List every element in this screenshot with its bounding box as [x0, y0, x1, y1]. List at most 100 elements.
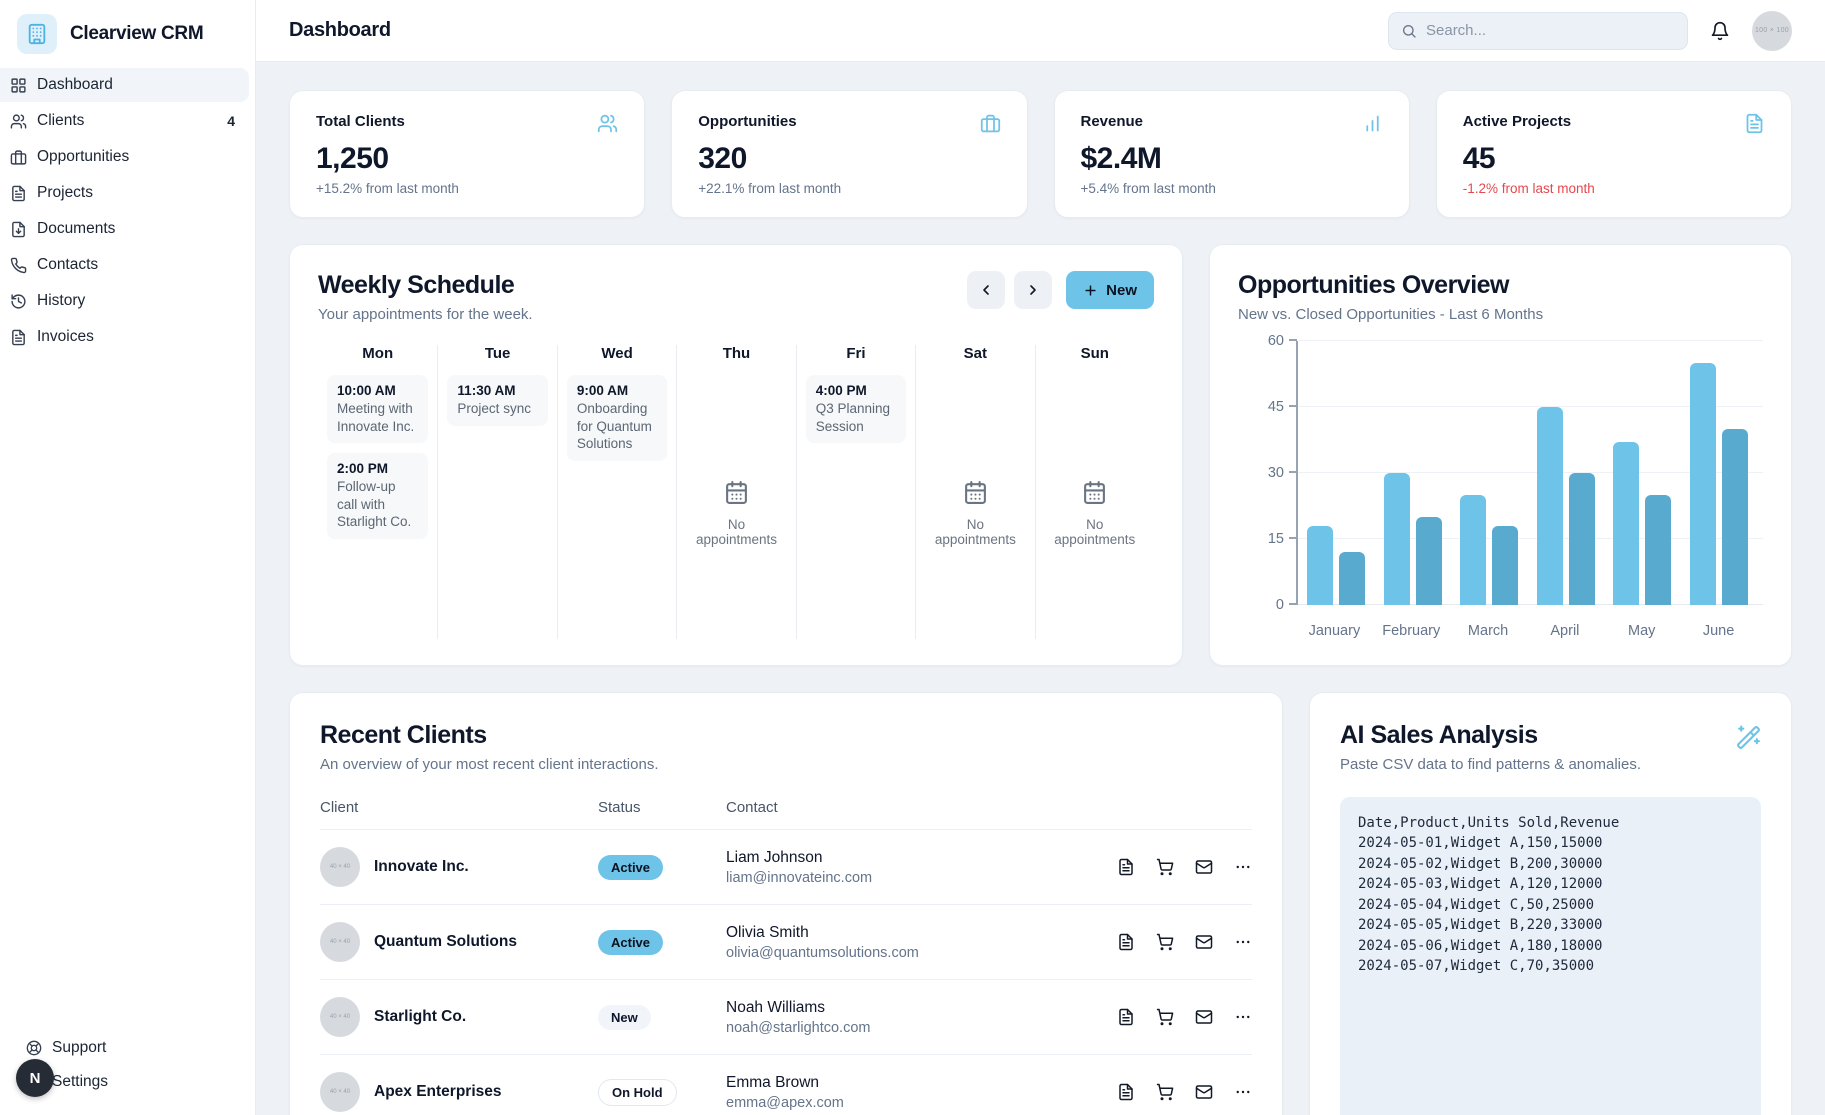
status-cell: Active [598, 929, 726, 955]
sidebar-item-support[interactable]: Support [0, 1031, 245, 1065]
topbar: Dashboard 100 × 100 [256, 0, 1825, 62]
sidebar-item-invoices[interactable]: Invoices [0, 320, 249, 354]
sidebar-item-clients[interactable]: Clients 4 [0, 104, 249, 138]
x-axis-label: April [1550, 623, 1580, 639]
mail-action-icon-button[interactable] [1195, 1083, 1213, 1101]
more-actions-icon [1234, 933, 1252, 951]
search-input[interactable] [1426, 22, 1675, 39]
cart-action-icon [1156, 858, 1174, 876]
appointment[interactable]: 2:00 PM Follow-up call with Starlight Co… [327, 453, 429, 539]
column-header-client: Client [320, 799, 359, 816]
sidebar-item-opportunities[interactable]: Opportunities [0, 140, 249, 174]
contact-cell: Noah Williams noah@starlightco.com [726, 999, 1082, 1036]
file-text-icon [10, 185, 27, 202]
cart-action-icon-button[interactable] [1156, 933, 1174, 951]
table-row[interactable]: 40 × 40 Innovate Inc. Active Liam Johnso… [320, 830, 1252, 905]
more-actions-icon-button[interactable] [1234, 1008, 1252, 1026]
gridline [1298, 538, 1763, 539]
contact-name: Liam Johnson [726, 848, 823, 866]
week-grid: Mon 10:00 AM Meeting with Innovate Inc. … [318, 345, 1154, 639]
prev-week-button[interactable] [967, 271, 1006, 309]
schedule-day-tue: Tue 11:30 AM Project sync [437, 345, 556, 639]
contact-name: Noah Williams [726, 998, 826, 1016]
more-actions-icon-button[interactable] [1234, 933, 1252, 951]
appointment-title: Project sync [457, 401, 531, 416]
users-icon [10, 113, 27, 130]
document-action-icon-button[interactable] [1117, 933, 1135, 951]
x-axis-label: June [1702, 623, 1735, 639]
page-title: Dashboard [289, 19, 391, 41]
user-avatar[interactable]: 100 × 100 [1752, 10, 1792, 51]
appointment[interactable]: 9:00 AM Onboarding for Quantum Solutions [566, 375, 668, 461]
table-row[interactable]: 40 × 40 Quantum Solutions Active Olivia … [320, 905, 1252, 980]
notifications-button[interactable] [1710, 21, 1730, 41]
stat-change: +5.4% from last month [1080, 181, 1216, 196]
mail-action-icon-button[interactable] [1195, 933, 1213, 951]
new-button-label: New [1106, 281, 1137, 299]
appointment-time: 11:30 AM [457, 383, 516, 398]
cart-action-icon [1156, 1083, 1174, 1101]
plus-icon [1083, 283, 1098, 298]
appointment[interactable]: 10:00 AM Meeting with Innovate Inc. [327, 375, 429, 444]
appointment-time: 9:00 AM [576, 383, 629, 398]
appointment[interactable]: 4:00 PM Q3 Planning Session [805, 375, 907, 444]
document-action-icon-button[interactable] [1117, 1008, 1135, 1026]
chart-title: Opportunities Overview [1238, 271, 1510, 299]
document-action-icon-button[interactable] [1117, 1083, 1135, 1101]
topbar-actions: 100 × 100 [1388, 10, 1792, 51]
ai-panel-header: AI Sales Analysis Paste CSV data to find… [1340, 721, 1761, 773]
stat-card-active-projects: Active Projects 45 -1.2% from last month [1435, 90, 1792, 218]
stat-label: Total Clients [316, 113, 405, 130]
more-actions-icon [1234, 858, 1252, 876]
sidebar: Clearview CRM Dashboard Clients 4 Opport… [0, 0, 256, 1115]
cart-action-icon-button[interactable] [1156, 1008, 1174, 1026]
sidebar-item-badge: 4 [227, 113, 235, 129]
csv-input[interactable]: Date,Product,Units Sold,Revenue 2024-05-… [1340, 797, 1761, 1115]
no-appointments: No appointments [686, 480, 786, 547]
bar-closed-january [1339, 552, 1366, 605]
y-axis-label: 60 [1267, 333, 1284, 349]
y-axis-tick [1289, 405, 1297, 407]
mail-action-icon-button[interactable] [1195, 1008, 1213, 1026]
x-axis-label: February [1382, 623, 1441, 639]
table-row[interactable]: 40 × 40 Apex Enterprises On Hold Emma Br… [320, 1055, 1252, 1115]
cart-action-icon-button[interactable] [1156, 1083, 1174, 1101]
new-appointment-button[interactable]: New [1066, 271, 1154, 309]
bar-new-may [1613, 442, 1640, 605]
file-down-icon [10, 221, 27, 238]
sidebar-item-documents[interactable]: Documents [0, 212, 249, 246]
briefcase-icon [980, 113, 1001, 134]
status-badge: Active [598, 854, 664, 880]
document-action-icon [1117, 1008, 1135, 1026]
row-actions [1082, 933, 1252, 951]
sidebar-item-contacts[interactable]: Contacts [0, 248, 249, 282]
sidebar-item-label: Projects [37, 184, 93, 201]
profile-avatar-overlay[interactable]: N [16, 1059, 54, 1097]
sidebar-item-dashboard[interactable]: Dashboard [0, 68, 249, 102]
more-actions-icon-button[interactable] [1234, 858, 1252, 876]
no-appointments-label: No appointments [934, 517, 1016, 547]
cart-action-icon-button[interactable] [1156, 858, 1174, 876]
main-area: Dashboard 100 × 100 Total Cl [256, 0, 1825, 1115]
no-appointments: No appointments [925, 480, 1025, 547]
document-action-icon-button[interactable] [1117, 858, 1135, 876]
sidebar-item-projects[interactable]: Projects [0, 176, 249, 210]
more-actions-icon-button[interactable] [1234, 1083, 1252, 1101]
bell-icon [1710, 21, 1730, 41]
table-row[interactable]: 40 × 40 Starlight Co. New Noah Williams … [320, 980, 1252, 1055]
bar-series [1298, 341, 1757, 605]
schedule-subtitle: Your appointments for the week. [318, 306, 533, 323]
contact-email: noah@starlightco.com [726, 1019, 871, 1036]
chart-subtitle: New vs. Closed Opportunities - Last 6 Mo… [1238, 306, 1544, 323]
stats-row: Total Clients 1,250 +15.2% from last mon… [289, 90, 1792, 218]
sidebar-item-history[interactable]: History [0, 284, 249, 318]
mail-action-icon [1195, 1008, 1213, 1026]
appointment[interactable]: 11:30 AM Project sync [447, 375, 548, 426]
bar-group-january [1298, 341, 1375, 605]
next-week-button[interactable] [1014, 271, 1053, 309]
gridline [1298, 472, 1763, 473]
opportunities-bar-chart: 0 15 30 45 60 January February March Apri [1238, 333, 1763, 639]
calendar-icon [724, 480, 749, 505]
mail-action-icon-button[interactable] [1195, 858, 1213, 876]
stat-change: +15.2% from last month [316, 181, 459, 196]
